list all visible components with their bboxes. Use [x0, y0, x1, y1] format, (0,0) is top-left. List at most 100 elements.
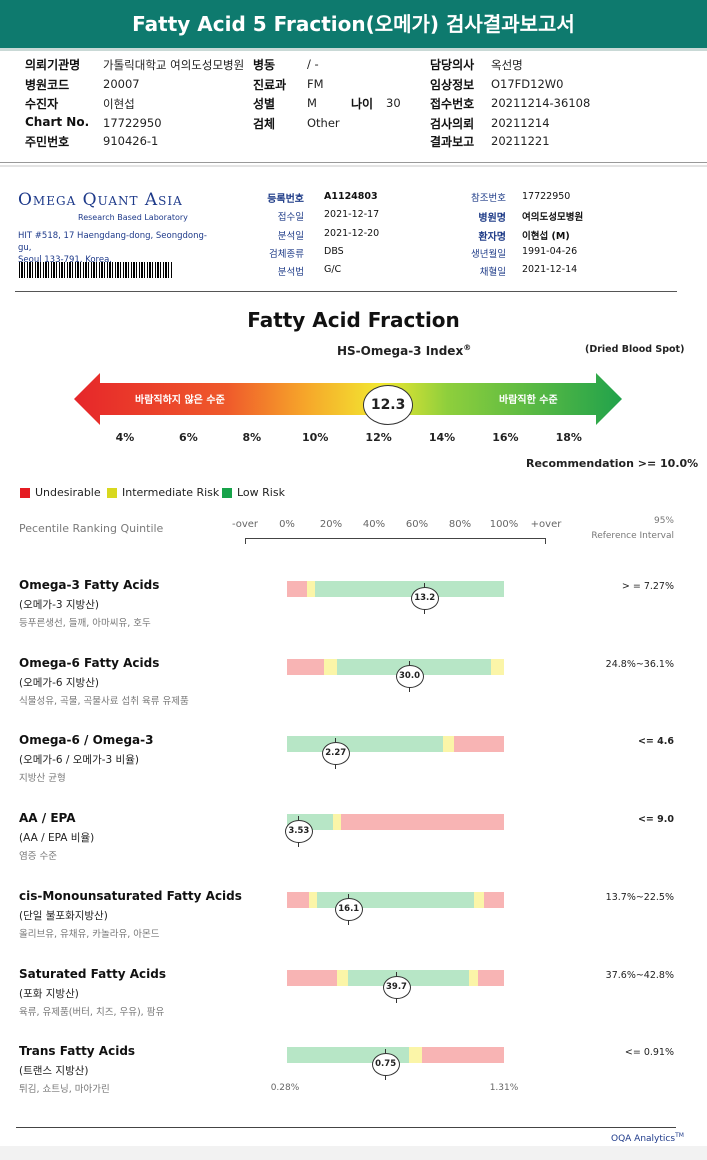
- lab-address: HIT #518, 17 Haengdang-dong, Seongdong-g…: [18, 230, 218, 266]
- header-label: 결과보고: [430, 135, 475, 149]
- ref-head-label: Reference Interval: [591, 531, 674, 541]
- fatty-acid-foods: 염증 수준: [19, 851, 57, 862]
- info-value: 1991-04-26: [522, 246, 578, 257]
- reference-interval: <= 4.6: [637, 736, 674, 747]
- header-label: Chart No.: [25, 115, 90, 129]
- bar-segment: [454, 736, 504, 752]
- reference-interval: <= 0.91%: [624, 1047, 674, 1058]
- axis-tick: [245, 538, 246, 544]
- info-label: 생년월일: [471, 249, 506, 260]
- header-value: 20211214: [491, 116, 550, 130]
- fatty-acid-foods: 육류, 유제품(버터, 치즈, 우유), 팜유: [19, 1007, 165, 1018]
- info-value: 이현섭 (M): [522, 231, 570, 242]
- bar-segment: [287, 736, 444, 752]
- fatty-acid-name: Omega-3 Fatty Acids: [19, 578, 160, 592]
- percentile-tick: 0%: [279, 519, 295, 530]
- percentile-bar: [287, 814, 504, 830]
- hs-index-value-marker: 12.3: [363, 385, 414, 425]
- fatty-acid-subtitle: (오메가-6 / 오메가-3 비율): [19, 754, 139, 766]
- value-marker: 2.27: [321, 738, 350, 769]
- info-label: 분석법: [277, 267, 304, 278]
- fatty-acid-subtitle: (오메가-3 지방산): [19, 599, 99, 611]
- scale-tick: 4%: [115, 431, 135, 444]
- fatty-acid-foods: 올리브유, 유채유, 카놀라유, 아몬드: [19, 929, 160, 940]
- fatty-acid-foods: 등푸른생선, 들깨, 아마씨유, 호두: [19, 618, 151, 629]
- footer-brand: OQA AnalyticsTM: [611, 1132, 684, 1144]
- header-value: O17FD12W0: [491, 77, 564, 91]
- legend-label: Intermediate Risk: [122, 486, 220, 499]
- bar-segment: [341, 814, 504, 830]
- reference-interval: <= 9.0: [637, 814, 674, 825]
- info-label: 병원명: [478, 213, 506, 224]
- section-divider: [15, 291, 677, 292]
- value-marker: 30.0: [395, 661, 424, 692]
- reference-interval: 37.6%~42.8%: [605, 970, 674, 981]
- fatty-acid-name: Omega-6 Fatty Acids: [19, 656, 160, 670]
- legend-swatch: [222, 488, 232, 498]
- percentile-tick: -over: [231, 519, 259, 530]
- fatty-acid-name: cis-Monounsaturated Fatty Acids: [19, 889, 242, 903]
- value-marker: 0.75: [371, 1049, 400, 1080]
- lab-tagline: Research Based Laboratory: [78, 213, 188, 222]
- bar-segment: [287, 970, 337, 986]
- percentile-tick: +over: [530, 519, 562, 530]
- reference-interval: 13.7%~22.5%: [605, 892, 674, 903]
- registered-mark: ®: [463, 343, 472, 352]
- info-label: 분석일: [277, 231, 304, 242]
- header-label: 병원코드: [25, 78, 70, 92]
- bar-segment: [308, 892, 318, 908]
- info-value: 여의도성모병원: [522, 212, 584, 223]
- percentile-bar: [287, 970, 504, 986]
- fatty-acid-name: Omega-6 / Omega-3: [19, 733, 154, 747]
- bar-segment: [336, 970, 348, 986]
- info-value: DBS: [324, 246, 344, 257]
- header-value: Other: [307, 116, 340, 130]
- percentile-tick: 100%: [489, 519, 519, 530]
- header-value: 20007: [103, 77, 140, 91]
- percentile-bar: [287, 892, 504, 908]
- axis-tick: [545, 538, 546, 544]
- fraction-title: Fatty Acid Fraction: [247, 308, 460, 332]
- percentile-axis-line: [245, 538, 546, 539]
- info-value: 2021-12-14: [522, 264, 578, 275]
- percentile-tick: 40%: [362, 519, 386, 530]
- info-label: 검체종류: [269, 249, 304, 260]
- hs-index-text: HS-Omega-3 Index: [337, 344, 464, 358]
- address-line: Seoul 133-791, Korea.: [18, 255, 112, 265]
- header-value: / -: [307, 57, 319, 71]
- info-label: 채혈일: [479, 267, 506, 278]
- header-value: 옥선명: [491, 58, 523, 72]
- info-value: 2021-12-20: [324, 228, 380, 239]
- info-label: 참조번호: [471, 193, 506, 204]
- fatty-acid-subtitle: (포화 지방산): [19, 988, 79, 1000]
- fatty-acid-name: AA / EPA: [19, 811, 76, 825]
- value-marker: 39.7: [382, 972, 411, 1003]
- header-label: 의뢰기관명: [25, 58, 81, 72]
- bar-segment: [473, 892, 485, 908]
- header-divider: [0, 165, 707, 167]
- reference-interval: > = 7.27%: [621, 581, 674, 592]
- fatty-acid-subtitle: (트랜스 지방산): [19, 1065, 89, 1077]
- bar-segment: [469, 970, 478, 986]
- fatty-acid-foods: 지방산 균형: [19, 773, 66, 784]
- page-bottom-strip: [0, 1146, 707, 1160]
- sample-type-label: (Dried Blood Spot): [585, 344, 685, 355]
- scale-tick: 10%: [302, 431, 329, 444]
- report-title: Fatty Acid 5 Fraction(오메가) 검사결과보고서: [132, 12, 575, 36]
- recommendation: Recommendation >= 10.0%: [526, 457, 699, 470]
- legend-label: Low Risk: [237, 486, 285, 499]
- fatty-acid-foods: 식물성유, 곡물, 곡물사료 섭취 육류 유제품: [19, 696, 189, 707]
- bar-segment: [490, 659, 504, 675]
- percentile-bar: [287, 736, 504, 752]
- bar-segment: [315, 581, 504, 597]
- value-marker: 3.53: [284, 816, 313, 847]
- info-value: 2021-12-17: [324, 209, 380, 220]
- bar-segment: [484, 892, 504, 908]
- value-marker: 16.1: [334, 894, 363, 925]
- info-value: G/C: [324, 264, 342, 275]
- hs-index-value: 12.3: [370, 397, 406, 413]
- lab-logo: Omega Quant Asia: [18, 190, 183, 210]
- trans-max-label: 1.31%: [489, 1083, 519, 1093]
- percentile-tick: 20%: [319, 519, 343, 530]
- header-label: 접수번호: [430, 97, 475, 111]
